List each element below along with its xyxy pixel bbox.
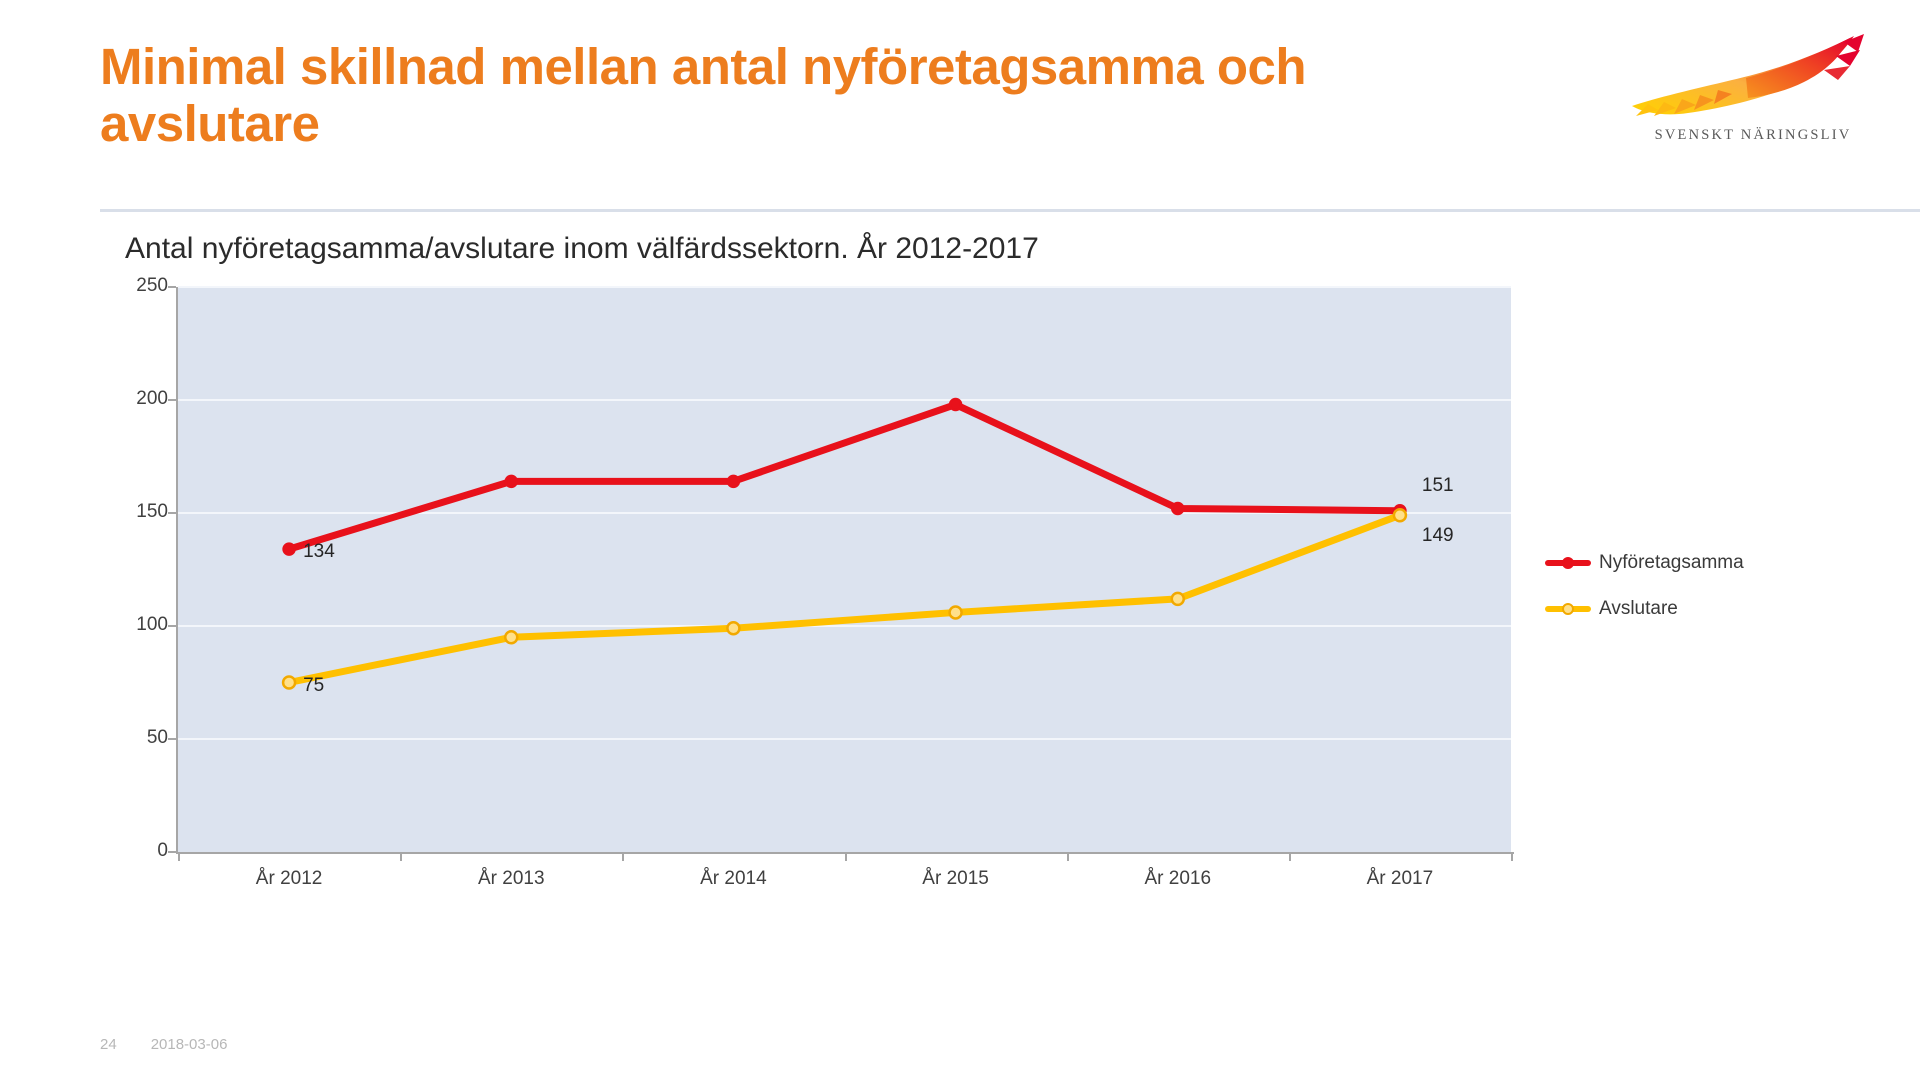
x-tick-label: År 2014 xyxy=(700,868,767,889)
data-point-label: 75 xyxy=(303,674,325,696)
data-point xyxy=(281,675,297,690)
legend-label: Avslutare xyxy=(1599,598,1678,619)
x-tick-label: År 2016 xyxy=(1144,868,1212,889)
data-point xyxy=(1171,501,1185,516)
gridline xyxy=(178,512,1511,514)
legend-swatch xyxy=(1545,599,1591,619)
footer-page-number: 24 xyxy=(100,1036,117,1053)
gridline xyxy=(178,625,1511,627)
y-tick-mark xyxy=(168,512,176,514)
x-tick-label: År 2013 xyxy=(477,868,545,889)
y-tick-mark xyxy=(168,851,176,853)
x-tick-label: År 2012 xyxy=(255,868,323,889)
series-line xyxy=(285,511,1404,686)
wing-icon xyxy=(1632,34,1864,116)
gridline xyxy=(178,399,1511,401)
x-tick-mark xyxy=(1066,852,1069,861)
y-tick-label: 50 xyxy=(146,727,168,748)
line-chart: 0 50 100 150 200 250 År 2012 År 2013 År 2014 År … xyxy=(100,270,1800,910)
logo-wordmark: SVENSKT NÄRINGSLIV xyxy=(1654,127,1852,143)
y-tick-label: 150 xyxy=(136,501,168,522)
logo: SVENSKT NÄRINGSLIV xyxy=(1628,32,1878,162)
data-point xyxy=(1170,591,1185,607)
y-tick-mark xyxy=(168,286,176,288)
gridline xyxy=(178,738,1511,740)
plot-background xyxy=(178,287,1511,852)
y-tick-label: 0 xyxy=(157,840,168,861)
legend-item[interactable]: Avslutare xyxy=(1545,586,1875,632)
y-tick-mark xyxy=(168,738,176,740)
x-tick-label: År 2017 xyxy=(1366,868,1434,889)
x-tick-label: År 2015 xyxy=(922,868,989,889)
chart-legend: Nyföretagsamma Avslutare xyxy=(1545,540,1875,632)
data-point xyxy=(504,474,518,489)
series-lines xyxy=(281,397,1408,690)
y-tick-mark xyxy=(168,625,176,627)
header-divider xyxy=(100,209,1920,212)
data-point-label: 151 xyxy=(1421,474,1454,496)
data-point xyxy=(282,542,296,556)
data-point xyxy=(1392,508,1408,523)
footer: 24 2018-03-06 xyxy=(100,1036,227,1053)
chart-title: Antal nyföretagsamma/avslutare inom välf… xyxy=(125,232,1039,265)
y-tick-mark xyxy=(168,399,176,401)
x-tick-mark xyxy=(622,852,625,861)
legend-label: Nyföretagsamma xyxy=(1599,552,1744,573)
page-title: Minimal skillnad mellan antal nyföretags… xyxy=(100,38,1307,153)
y-tick-label: 250 xyxy=(136,275,168,296)
data-point xyxy=(504,630,519,645)
gridline xyxy=(178,286,1511,288)
legend-swatch xyxy=(1545,553,1591,573)
data-point-label: 134 xyxy=(303,541,335,563)
y-tick-label: 200 xyxy=(136,388,168,409)
x-tick-mark xyxy=(844,852,847,861)
data-point xyxy=(726,621,741,636)
y-tick-label: 100 xyxy=(136,614,168,635)
data-point xyxy=(948,397,963,412)
x-tick-mark xyxy=(400,852,403,861)
data-point xyxy=(948,605,963,620)
y-axis xyxy=(176,287,178,852)
data-point xyxy=(726,474,741,489)
x-tick-mark xyxy=(178,852,180,861)
footer-date: 2018-03-06 xyxy=(150,1036,228,1053)
data-point-label: 149 xyxy=(1421,525,1454,547)
series-line xyxy=(285,401,1404,553)
legend-item[interactable]: Nyföretagsamma xyxy=(1545,540,1875,586)
x-tick-mark xyxy=(1511,852,1513,861)
x-tick-mark xyxy=(1288,852,1291,861)
